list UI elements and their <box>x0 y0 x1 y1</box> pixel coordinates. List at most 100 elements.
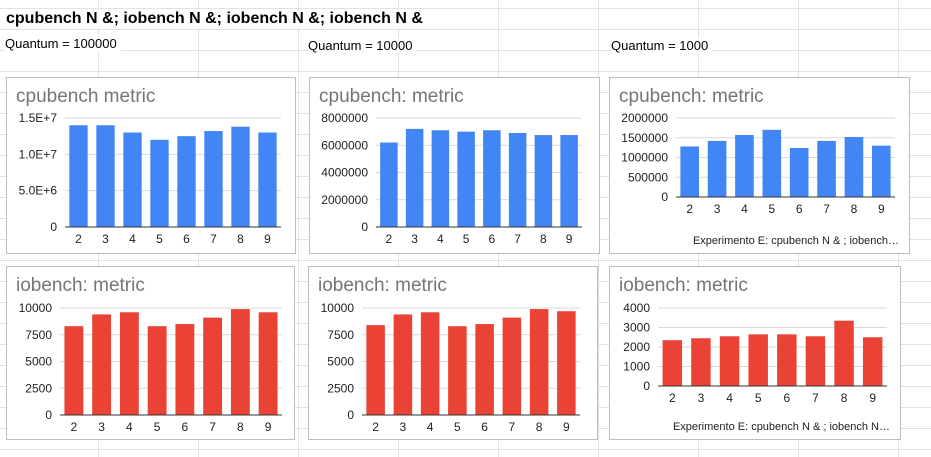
y-tick-label: 2500 <box>25 381 52 395</box>
bar[interactable] <box>204 131 223 227</box>
bar[interactable] <box>366 325 385 415</box>
chart-plot: 0 5.0E+6 1.0E+7 1.5E+7 2 3 4 5 6 7 8 9 <box>19 111 281 246</box>
y-tick-label: 0 <box>361 220 368 234</box>
bar[interactable] <box>147 326 167 415</box>
chart-plot: 0 500000 1000000 1500000 2000000 2 3 4 5 6 7 8 9 <box>621 111 895 216</box>
bar[interactable] <box>203 317 223 415</box>
x-tick-label: 5 <box>768 202 775 216</box>
x-tick-label: 9 <box>566 232 573 246</box>
bar[interactable] <box>748 334 768 386</box>
x-tick-label: 3 <box>400 420 407 434</box>
bar[interactable] <box>777 334 797 386</box>
x-tick-label: 8 <box>540 232 547 246</box>
bar[interactable] <box>817 140 836 197</box>
x-tick-label: 7 <box>509 420 516 434</box>
y-tick-label: 3000 <box>623 321 650 335</box>
x-tick-label: 4 <box>726 391 733 405</box>
y-tick-label: 6000000 <box>321 138 368 152</box>
chart-card-5[interactable]: iobench: metric 0 2500 5000 7500 10000 2 3 4 5 6 7 8… <box>308 266 598 440</box>
bar[interactable] <box>719 336 740 386</box>
chart-title: cpubench: metric <box>619 86 764 107</box>
bar[interactable] <box>119 312 139 415</box>
y-tick-label: 2000000 <box>321 193 368 207</box>
bar[interactable] <box>502 317 522 415</box>
x-tick-label: 4 <box>437 232 444 246</box>
quantum-label-1: Quantum = 100000 <box>5 36 121 51</box>
x-tick-label: 5 <box>454 420 461 434</box>
bar[interactable] <box>258 312 278 415</box>
bar[interactable] <box>177 136 196 227</box>
bar[interactable] <box>231 126 250 227</box>
bar[interactable] <box>420 312 440 415</box>
y-tick-label: 1500000 <box>621 131 668 145</box>
bar[interactable] <box>862 337 883 386</box>
quantum-label-3: Quantum = 1000 <box>611 38 713 53</box>
x-tick-label: 6 <box>183 232 190 246</box>
bar[interactable] <box>834 320 854 386</box>
bar[interactable] <box>483 130 501 227</box>
x-tick-label: 2 <box>686 202 693 216</box>
chart-card-4[interactable]: iobench: metric 0 2500 5000 7500 10000 2 3 4 5 6 7 8… <box>6 266 295 440</box>
bar[interactable] <box>560 135 578 227</box>
bar[interactable] <box>96 125 115 227</box>
bar[interactable] <box>123 132 142 227</box>
y-tick-label: 1000 <box>623 360 650 374</box>
bar[interactable] <box>69 125 88 227</box>
bar[interactable] <box>680 146 699 197</box>
x-tick-label: 3 <box>98 420 105 434</box>
bar[interactable] <box>475 324 494 415</box>
chart-title: iobench: metric <box>619 275 748 296</box>
y-tick-label: 4000000 <box>321 166 368 180</box>
x-tick-label: 8 <box>237 420 244 434</box>
bar[interactable] <box>557 311 576 415</box>
x-tick-label: 6 <box>182 420 189 434</box>
bar[interactable] <box>457 131 475 227</box>
bar[interactable] <box>691 338 711 386</box>
x-tick-label: 9 <box>869 391 876 405</box>
chart-footer: Experimento E: cpubench N & ; iobench N… <box>672 421 890 433</box>
y-tick-label: 7500 <box>327 328 354 342</box>
x-tick-label: 7 <box>823 202 830 216</box>
x-tick-label: 8 <box>237 232 244 246</box>
bar[interactable] <box>150 139 169 227</box>
bar[interactable] <box>448 326 467 415</box>
bar[interactable] <box>805 336 826 386</box>
y-tick-label: 0 <box>661 190 668 204</box>
bar[interactable] <box>789 148 809 197</box>
y-tick-label: 1.5E+7 <box>19 111 58 125</box>
chart-card-6[interactable]: iobench: metric 0 1000 2000 3000 4000 2 3 4 5 6 7 8 9… <box>609 266 901 440</box>
bar[interactable] <box>431 130 450 227</box>
x-tick-label: 8 <box>841 391 848 405</box>
x-tick-label: 2 <box>71 420 78 434</box>
bar[interactable] <box>534 135 553 227</box>
bar[interactable] <box>529 309 549 415</box>
bar[interactable] <box>844 136 864 197</box>
chart-card-3[interactable]: cpubench: metric 0 500000 1000000 1500000 200… <box>609 77 910 254</box>
bar[interactable] <box>762 129 782 197</box>
bar[interactable] <box>508 132 527 227</box>
x-tick-label: 9 <box>264 232 271 246</box>
bar[interactable] <box>735 134 754 197</box>
y-tick-label: 5.0E+6 <box>19 184 58 198</box>
y-tick-label: 0 <box>347 408 354 422</box>
bar[interactable] <box>92 314 112 415</box>
bar[interactable] <box>393 314 413 415</box>
bar[interactable] <box>230 309 250 415</box>
x-tick-label: 5 <box>463 232 470 246</box>
bar[interactable] <box>258 132 277 227</box>
y-tick-label: 5000 <box>327 355 354 369</box>
x-tick-label: 8 <box>536 420 543 434</box>
bar[interactable] <box>707 140 727 197</box>
bar[interactable] <box>175 324 195 415</box>
bar[interactable] <box>662 340 683 386</box>
bar[interactable] <box>405 128 424 227</box>
bar[interactable] <box>380 142 398 227</box>
x-tick-label: 6 <box>481 420 488 434</box>
chart-card-1[interactable]: cpubench metric 0 5.0E+6 1.0E+7 1.5E+7 2 3 4 5 6 7… <box>6 77 296 254</box>
quantum-label-2: Quantum = 10000 <box>308 38 417 53</box>
bar[interactable] <box>64 326 84 415</box>
bar[interactable] <box>872 145 891 197</box>
chart-card-2[interactable]: cpubench: metric 0 2000000 4000000 6000000 80… <box>309 77 600 254</box>
x-tick-label: 3 <box>102 232 109 246</box>
sheet-title: cpubench N &; iobench N &; iobench N &; … <box>6 10 427 28</box>
